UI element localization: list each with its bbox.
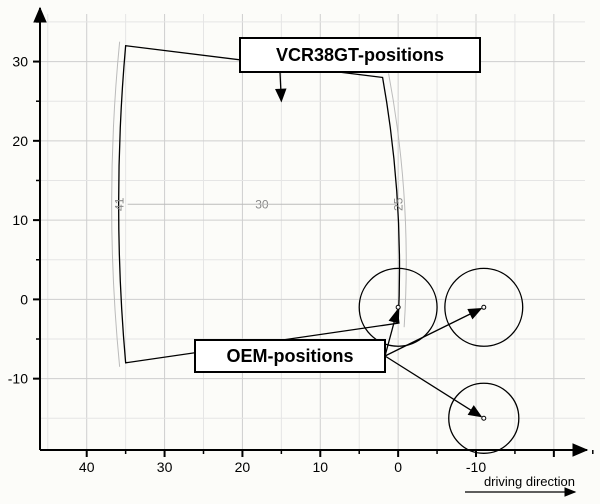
oem-center — [396, 305, 400, 309]
vcr-callout-text: VCR38GT-positions — [276, 45, 444, 65]
oem-arrowhead — [468, 309, 481, 319]
diagram-container: 413025403020100-10-100102030driving dire… — [0, 0, 600, 504]
x-tick-label: 30 — [157, 459, 173, 475]
x-tick-label: 10 — [312, 459, 328, 475]
x-tick-label: -10 — [466, 459, 486, 475]
dim-left: 41 — [113, 197, 127, 211]
y-tick-label: 20 — [12, 133, 28, 149]
x-tick-label: 20 — [235, 459, 251, 475]
x-tick-label: 40 — [79, 459, 95, 475]
driving-dir-arrowhead — [565, 488, 575, 496]
oem-center — [482, 305, 486, 309]
oem-center — [482, 416, 486, 420]
x-axis-arrow — [573, 444, 587, 456]
x-tick-label: 0 — [394, 459, 402, 475]
oem-arrow — [385, 309, 481, 356]
y-tick-label: 10 — [12, 212, 28, 228]
y-tick-label: 0 — [20, 291, 28, 307]
oem-callout-text: OEM-positions — [227, 346, 354, 366]
diagram-svg: 413025403020100-10-100102030driving dire… — [0, 0, 600, 504]
oem-arrowhead — [389, 310, 399, 323]
x-axis-label: driving direction — [484, 474, 575, 489]
y-tick-label: 30 — [12, 54, 28, 70]
vcr-arrowhead — [276, 89, 286, 101]
y-tick-label: -10 — [8, 371, 28, 387]
y-axis-arrow — [34, 8, 46, 22]
oem-arrow — [385, 356, 481, 417]
oem-arrowhead — [468, 406, 481, 417]
